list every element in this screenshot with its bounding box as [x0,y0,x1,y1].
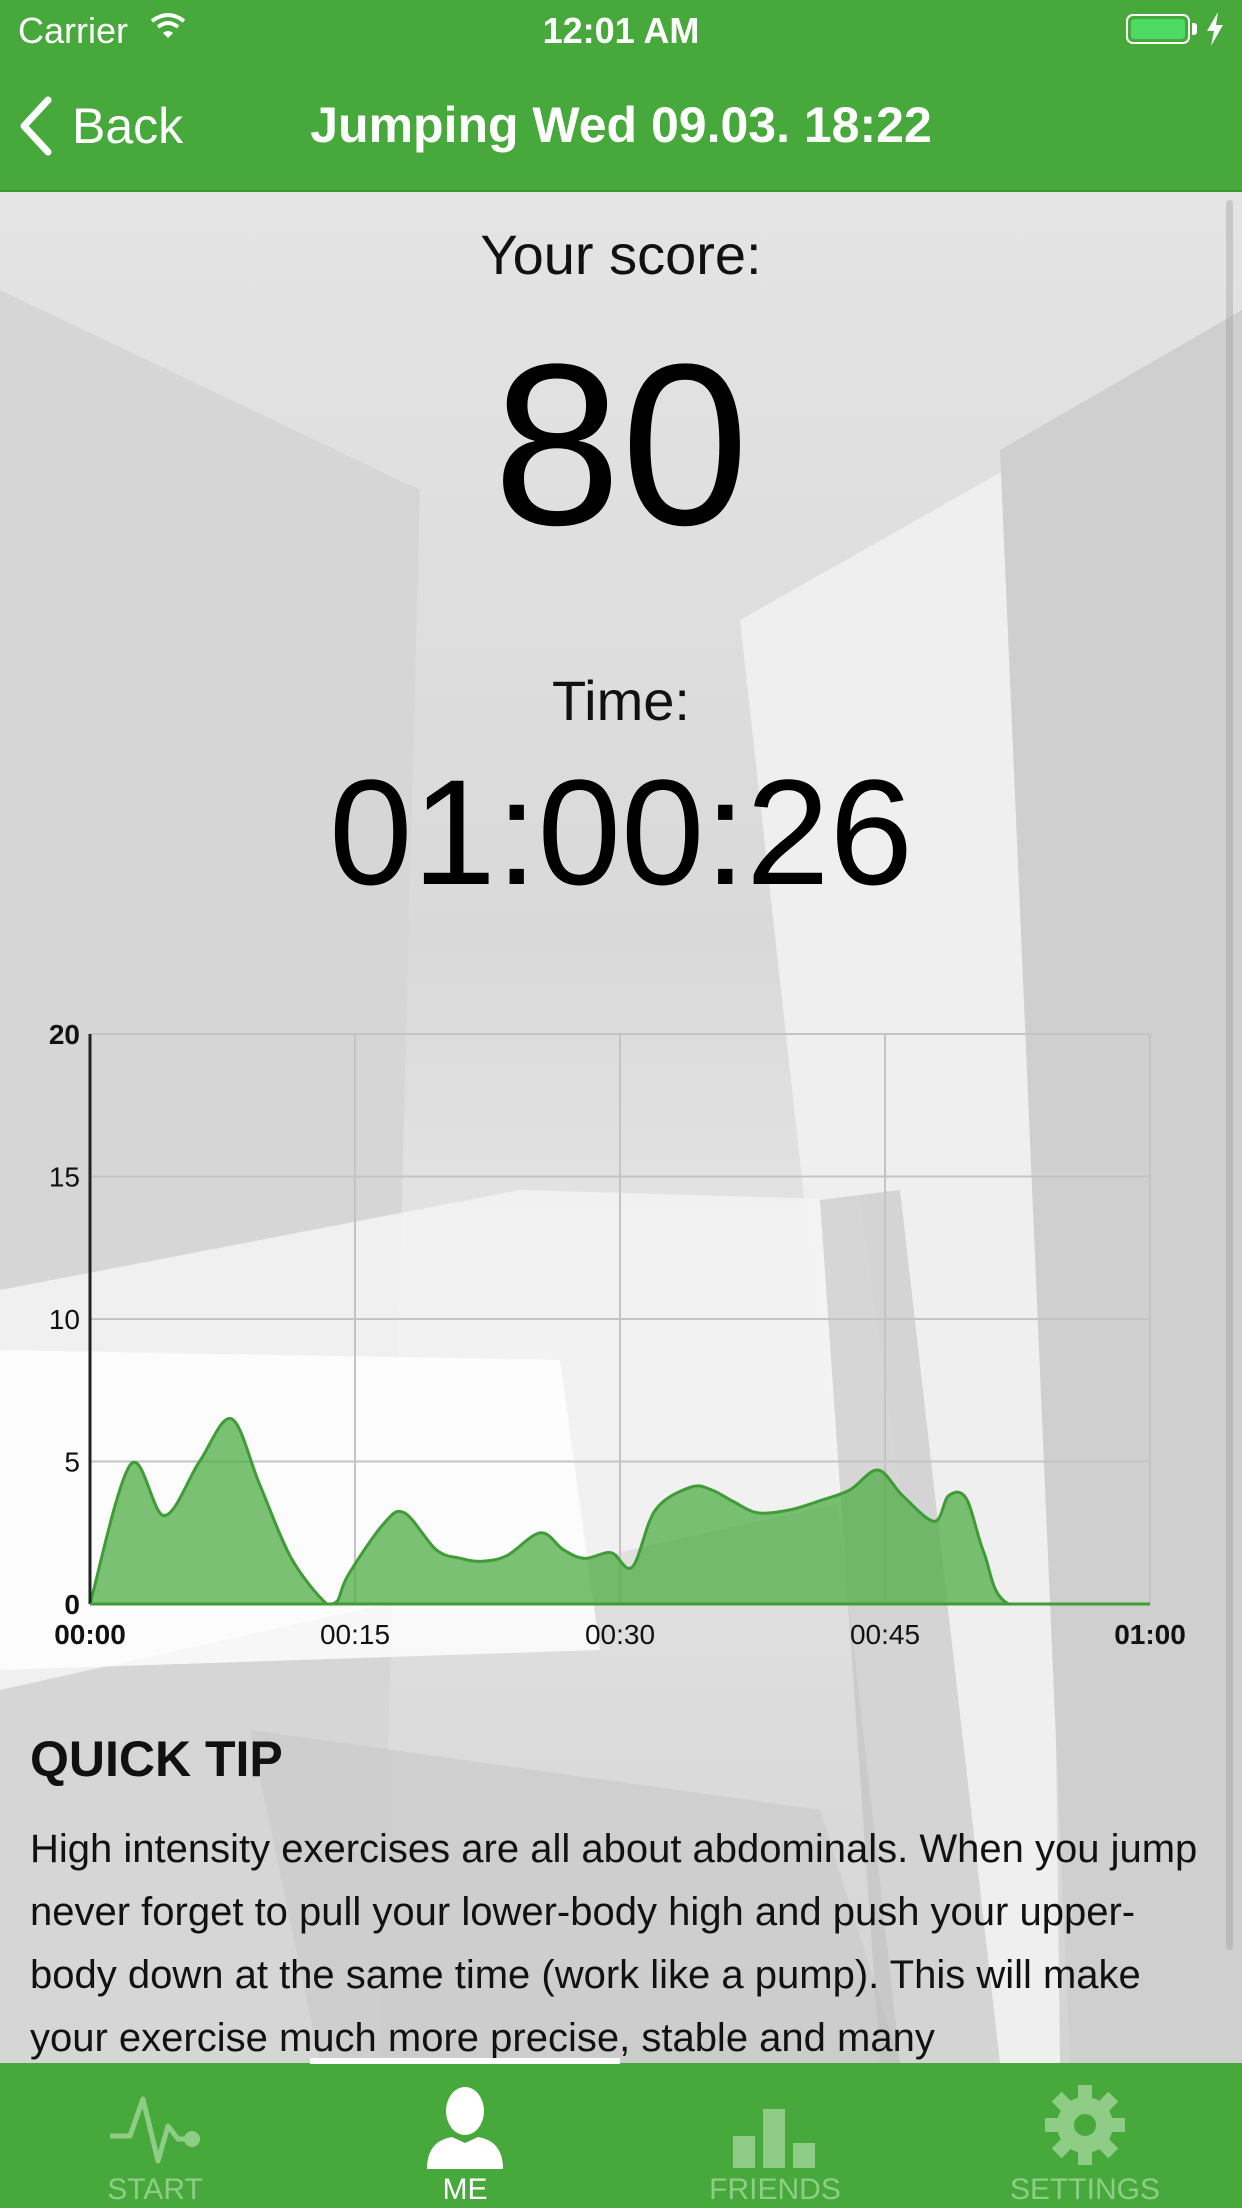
wifi-icon [150,12,186,45]
score-value: 80 [493,316,749,573]
chart-y-tick-label: 0 [64,1589,80,1620]
tab-settings-label: SETTINGS [1009,2173,1160,2206]
tip-text: High intensity exercises are all about a… [30,1827,1198,2060]
chevron-left-icon [20,96,52,156]
active-tab-indicator [310,2058,620,2064]
status-time: 12:01 AM [542,10,700,51]
chart-y-tick-label: 15 [49,1162,80,1193]
chart-x-tick-label: 00:00 [54,1619,126,1650]
tab-bar [0,2063,1242,2208]
chart-series-area [90,1418,1150,1604]
time-label: Time: [552,669,690,732]
chart-series-line [88,1417,1150,1606]
chart-y-tick-label: 5 [64,1447,80,1478]
tab-me[interactable]: ME [310,2063,620,2208]
navigation-bar: Carrier 12:01 AM Back Jumping Wed 09.03.… [0,0,1242,192]
chart-x-tick-label: 00:45 [850,1619,920,1650]
page-title: Jumping Wed 09.03. 18:22 [310,97,932,153]
chart-x-tick-label: 00:30 [585,1619,655,1650]
battery-icon [1126,14,1190,44]
back-label: Back [72,98,184,154]
chart-x-tick-label: 00:15 [320,1619,390,1650]
tab-friends[interactable]: FRIENDS [620,2063,930,2208]
tab-friends-label: FRIENDS [709,2173,841,2206]
chart-y-tick-label: 10 [49,1304,80,1335]
bar-chart-icon [733,2109,815,2168]
tab-start[interactable]: START [0,2063,310,2208]
chart-y-tick-label: 20 [49,1019,80,1050]
tab-settings[interactable]: SETTINGS [930,2063,1240,2208]
score-label: Your score: [480,223,762,286]
person-icon [427,2087,503,2169]
tab-start-label: START [107,2173,203,2206]
status-bar: Carrier 12:01 AM [0,0,1242,62]
scrollbar[interactable] [1226,200,1233,1950]
chart-x-tick-label: 01:00 [1114,1619,1186,1650]
back-button[interactable]: Back [18,90,183,162]
charging-icon [1205,12,1225,51]
pulse-icon [110,2096,200,2164]
battery-tip [1192,23,1197,35]
gear-icon [1045,2085,1125,2165]
time-value: 01:00:26 [329,748,913,916]
tip-title: QUICK TIP [30,1731,283,1787]
carrier-label: Carrier [18,10,129,51]
tab-me-label: ME [442,2173,488,2206]
intensity-chart: 0 5 10 15 20 00:00 00:15 00:30 00:45 01:00 [49,1019,1186,1650]
